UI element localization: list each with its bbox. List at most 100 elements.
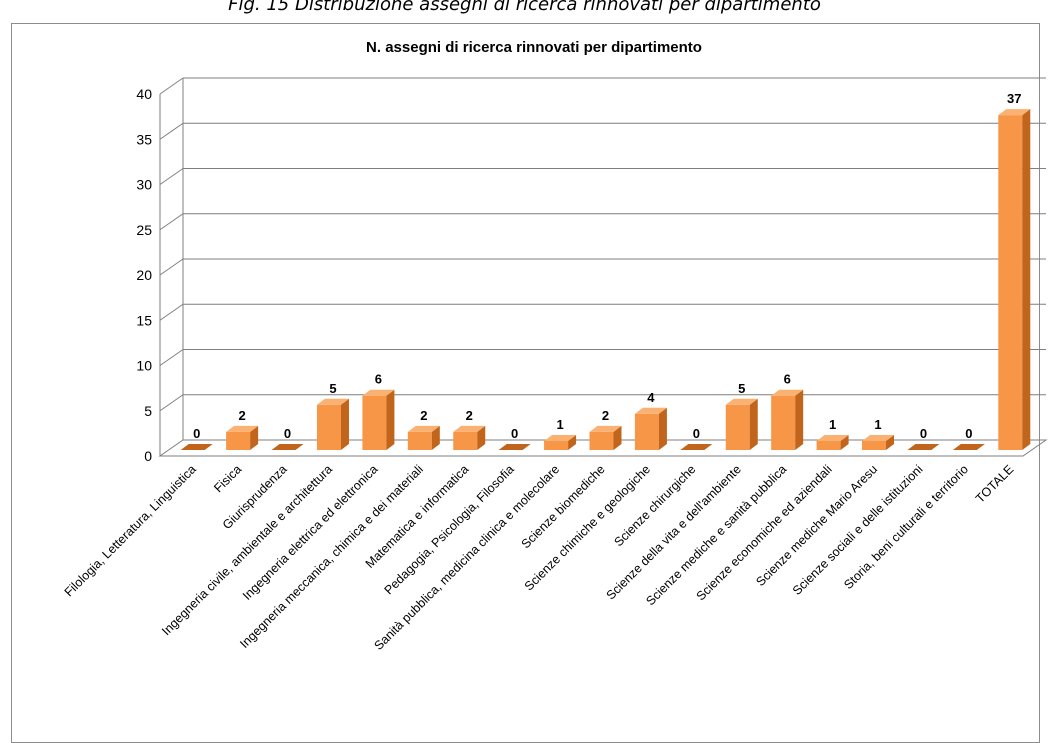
bar-front [362, 395, 387, 450]
gridline-depth [159, 303, 184, 321]
bar-front [226, 431, 251, 450]
bar-top [407, 425, 440, 432]
bar-top [316, 398, 349, 405]
y-tick-label: 5 [144, 403, 152, 419]
data-label: 0 [965, 426, 972, 441]
bar-front [998, 115, 1023, 451]
bar [407, 425, 440, 450]
data-label: 1 [829, 417, 836, 432]
gridline-depth [159, 122, 184, 140]
bar-front [407, 431, 432, 450]
bar-side [250, 425, 259, 450]
bar-side [795, 389, 804, 450]
bar-top [725, 398, 758, 405]
data-label: 0 [920, 426, 927, 441]
bar [816, 434, 849, 450]
y-tick-label: 0 [144, 448, 152, 464]
bar-side [1022, 109, 1031, 451]
y-tick-label: 35 [136, 131, 152, 147]
bar-top [544, 434, 577, 441]
bar-top [634, 407, 667, 414]
bar-top [998, 109, 1031, 116]
bar-top [816, 434, 849, 441]
x-tick-label: Fisica [211, 462, 244, 495]
bar-front [725, 404, 750, 450]
bar [180, 444, 213, 450]
bar-side [886, 434, 895, 450]
bar-front [634, 413, 659, 450]
data-labels: 0 2 0 5 6 2 2 0 1 2 4 0 5 6 1 1 0 0 37 [193, 91, 1021, 441]
bar-flat [952, 444, 985, 450]
bar-top [453, 425, 486, 432]
bar-side [840, 434, 849, 450]
bar-side [386, 389, 395, 450]
bar-side [749, 398, 758, 450]
bar-flat [271, 444, 304, 450]
bar [771, 389, 804, 450]
bar [544, 434, 577, 450]
data-label: 2 [602, 408, 609, 423]
bar-flat [680, 444, 713, 450]
data-label: 6 [784, 372, 791, 387]
bar-side [477, 425, 486, 450]
grid-lines [159, 77, 1046, 412]
data-label: 1 [874, 417, 881, 432]
bar [316, 398, 349, 450]
x-tick-label: Filologia, Letteratura, Linguistica [62, 462, 199, 599]
y-tick-label: 25 [136, 222, 152, 238]
chart-axes [158, 78, 1048, 457]
x-tick-label: Scienze chirurgiche [611, 462, 698, 549]
bar [862, 434, 895, 450]
bar [362, 389, 395, 450]
chart-title: N. assegni di ricerca rinnovati per dipa… [366, 39, 702, 56]
bar-front [589, 431, 614, 450]
bar [680, 444, 713, 450]
y-tick-label: 40 [136, 86, 152, 102]
data-label: 37 [1007, 91, 1021, 106]
data-label: 0 [193, 426, 200, 441]
figure-caption: Fig. 15 Distribuzione assegni di ricerca… [228, 0, 821, 15]
y-tick-label: 30 [136, 177, 152, 193]
gridline-depth [159, 258, 184, 276]
bar-flat [498, 444, 531, 450]
bar [498, 444, 531, 450]
bar-flat [180, 444, 213, 450]
data-label: 4 [647, 390, 655, 405]
bar-top [771, 389, 804, 396]
bar-side [340, 398, 349, 450]
x-tick-label: Scienze biomediche [519, 462, 608, 551]
data-label: 5 [329, 381, 336, 396]
gridline-depth [159, 349, 184, 366]
bar-side [431, 425, 440, 450]
data-label: 2 [239, 408, 246, 423]
gridline-depth [159, 213, 184, 231]
bar-side [568, 434, 577, 450]
bar-front [316, 404, 341, 450]
bar-flat [907, 444, 940, 450]
bar [453, 425, 486, 450]
data-label: 5 [738, 381, 745, 396]
gridline-depth [159, 77, 184, 95]
bar-front [453, 431, 478, 450]
y-tick-label: 10 [136, 358, 152, 374]
x-tick-label: Ingegneria civile, ambientale e architet… [159, 462, 335, 638]
floor-plane [158, 439, 1048, 457]
bar [271, 444, 304, 450]
bar [725, 398, 758, 450]
x-tick-label: TOTALE [973, 462, 1016, 505]
data-label: 0 [511, 426, 518, 441]
data-label: 0 [693, 426, 700, 441]
bar-front [862, 440, 887, 450]
bar [226, 425, 259, 450]
bar-top [362, 389, 395, 396]
data-label: 2 [420, 408, 427, 423]
bar-front [816, 440, 841, 450]
bar [952, 444, 985, 450]
bar-top [589, 425, 622, 432]
bar [907, 444, 940, 450]
bars [180, 109, 1031, 451]
y-tick-label: 20 [136, 267, 152, 283]
data-label: 1 [556, 417, 563, 432]
bar-top [226, 425, 259, 432]
